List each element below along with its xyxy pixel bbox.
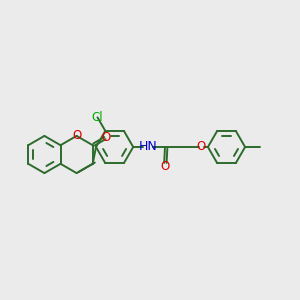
Text: O: O — [161, 160, 170, 173]
Text: Cl: Cl — [92, 111, 103, 124]
Text: O: O — [102, 131, 111, 144]
Text: O: O — [197, 140, 206, 154]
Text: O: O — [72, 129, 81, 142]
Text: HN: HN — [139, 140, 158, 154]
